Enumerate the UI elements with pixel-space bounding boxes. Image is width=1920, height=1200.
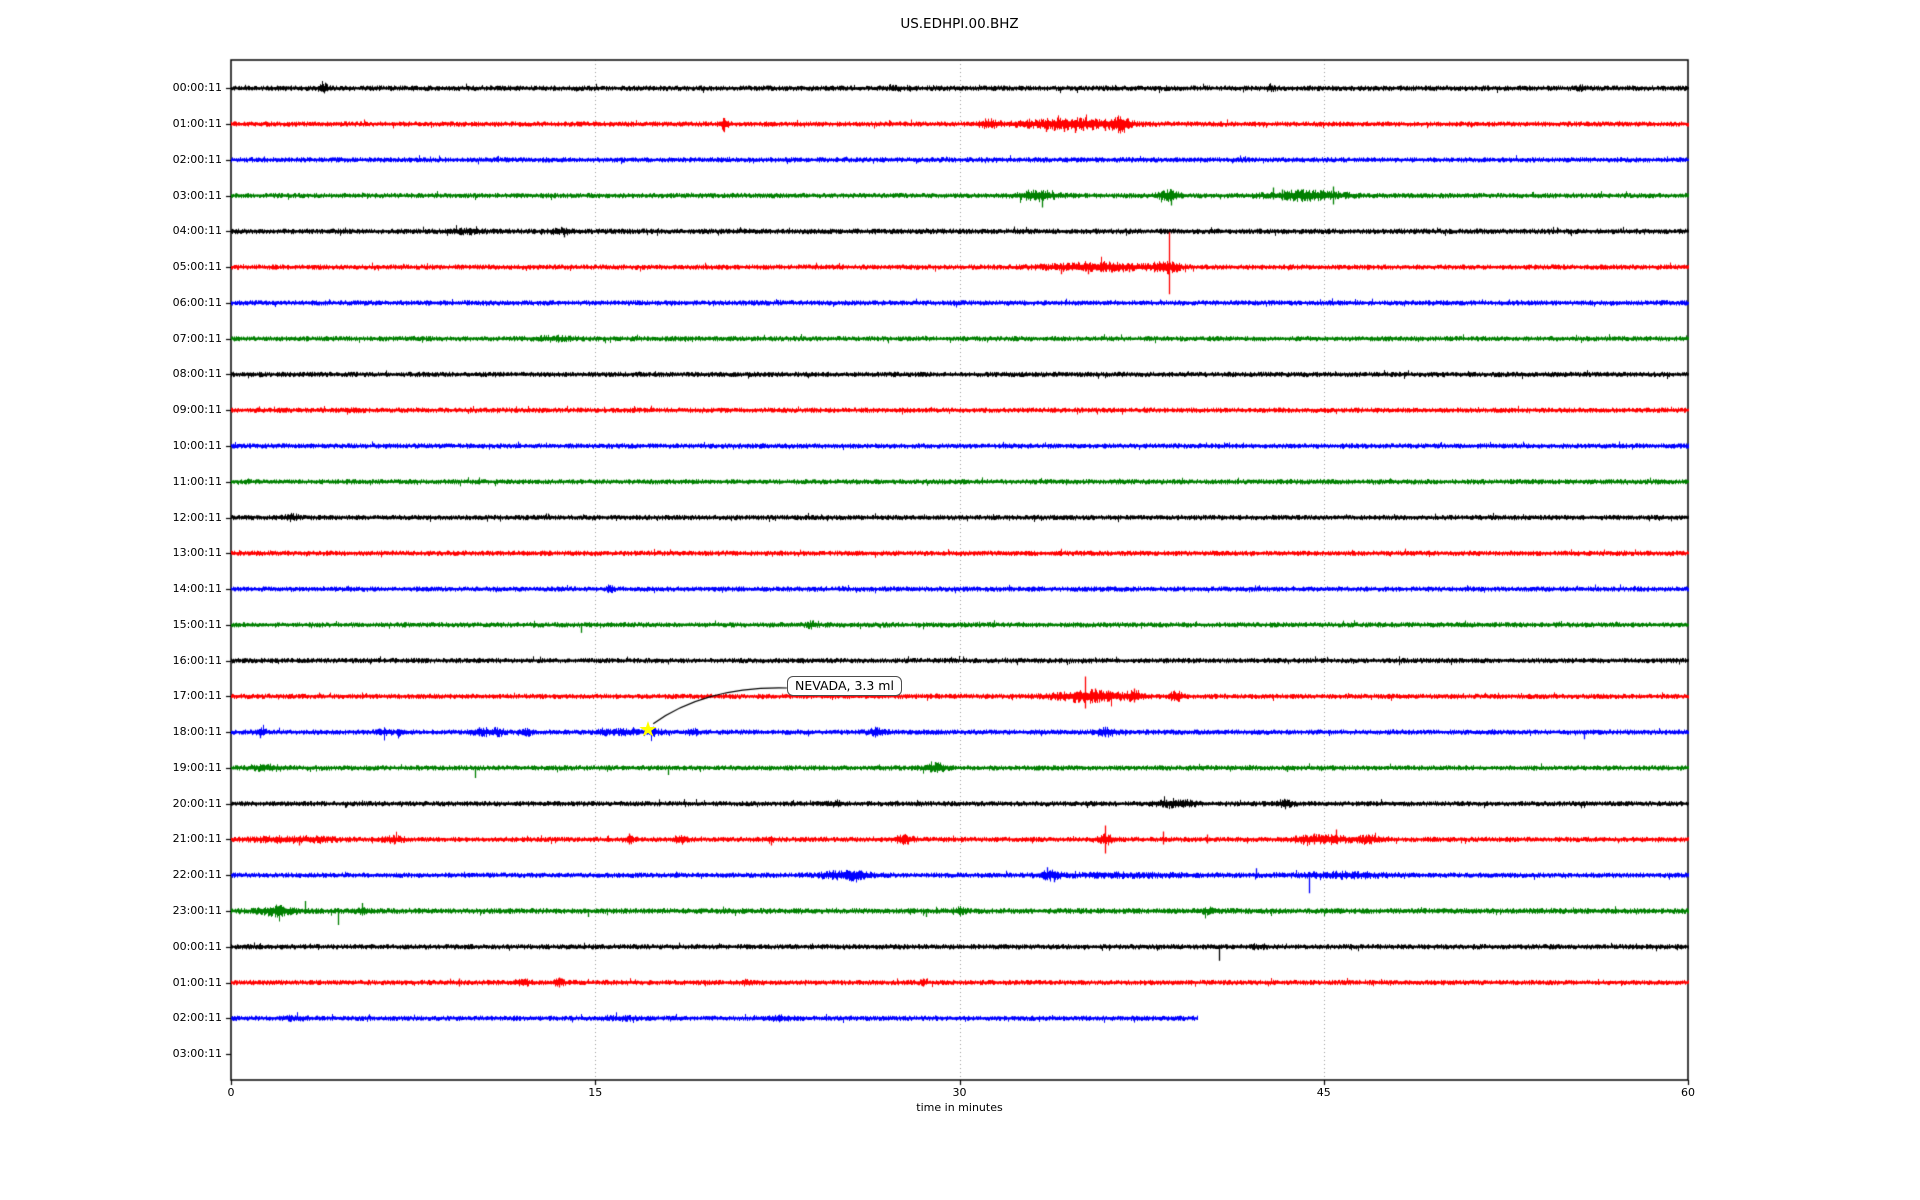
y-tick-label: 16:00:11 xyxy=(172,653,222,667)
y-tick-label: 07:00:11 xyxy=(172,331,222,345)
y-tick-label: 23:00:11 xyxy=(172,904,222,917)
event-annotation-text: NEVADA, 3.3 ml xyxy=(795,678,894,693)
y-tick-label: 15:00:11 xyxy=(172,617,222,631)
y-tick-label: 22:00:11 xyxy=(172,868,222,882)
y-tick-label: 01:00:11 xyxy=(172,975,222,989)
y-tick-label: 21:00:11 xyxy=(172,832,222,846)
y-tick-label: 17:00:11 xyxy=(172,689,222,703)
y-tick-label: 00:00:11 xyxy=(172,81,222,95)
y-tick-label: 10:00:11 xyxy=(172,439,222,452)
y-tick-label: 05:00:11 xyxy=(172,260,222,274)
plot-title: US.EDHPI.00.BHZ xyxy=(900,16,1019,32)
y-tick-label: 02:00:11 xyxy=(172,1011,222,1025)
y-tick-label: 04:00:11 xyxy=(172,224,222,238)
event-annotation-box: NEVADA, 3.3 ml xyxy=(787,676,902,696)
x-tick-label: 0 xyxy=(227,1086,235,1099)
y-tick-label: 19:00:11 xyxy=(172,760,222,774)
x-tick-label: 45 xyxy=(1316,1086,1331,1099)
x-tick-label: 60 xyxy=(1681,1086,1695,1099)
y-tick-label: 18:00:11 xyxy=(172,725,222,739)
y-tick-label: 14:00:11 xyxy=(172,582,222,596)
y-tick-label: 20:00:11 xyxy=(172,796,222,810)
y-tick-label: 11:00:11 xyxy=(172,474,222,488)
y-tick-label: 02:00:11 xyxy=(172,152,222,166)
y-tick-label: 12:00:11 xyxy=(172,510,222,524)
y-tick-label: 13:00:11 xyxy=(172,546,222,560)
y-tick-label: 01:00:11 xyxy=(172,117,222,131)
y-tick-label: 00:00:11 xyxy=(172,939,222,953)
x-tick-label: 15 xyxy=(588,1086,603,1099)
x-axis-label: time in minutes xyxy=(916,1101,1003,1114)
y-tick-label: 03:00:11 xyxy=(172,188,222,202)
y-tick-label: 08:00:11 xyxy=(172,367,222,381)
y-tick-label: 09:00:11 xyxy=(172,403,222,417)
y-tick-label: 03:00:11 xyxy=(172,1047,222,1061)
x-tick-label: 30 xyxy=(952,1086,967,1099)
y-tick-label: 06:00:11 xyxy=(172,295,222,309)
